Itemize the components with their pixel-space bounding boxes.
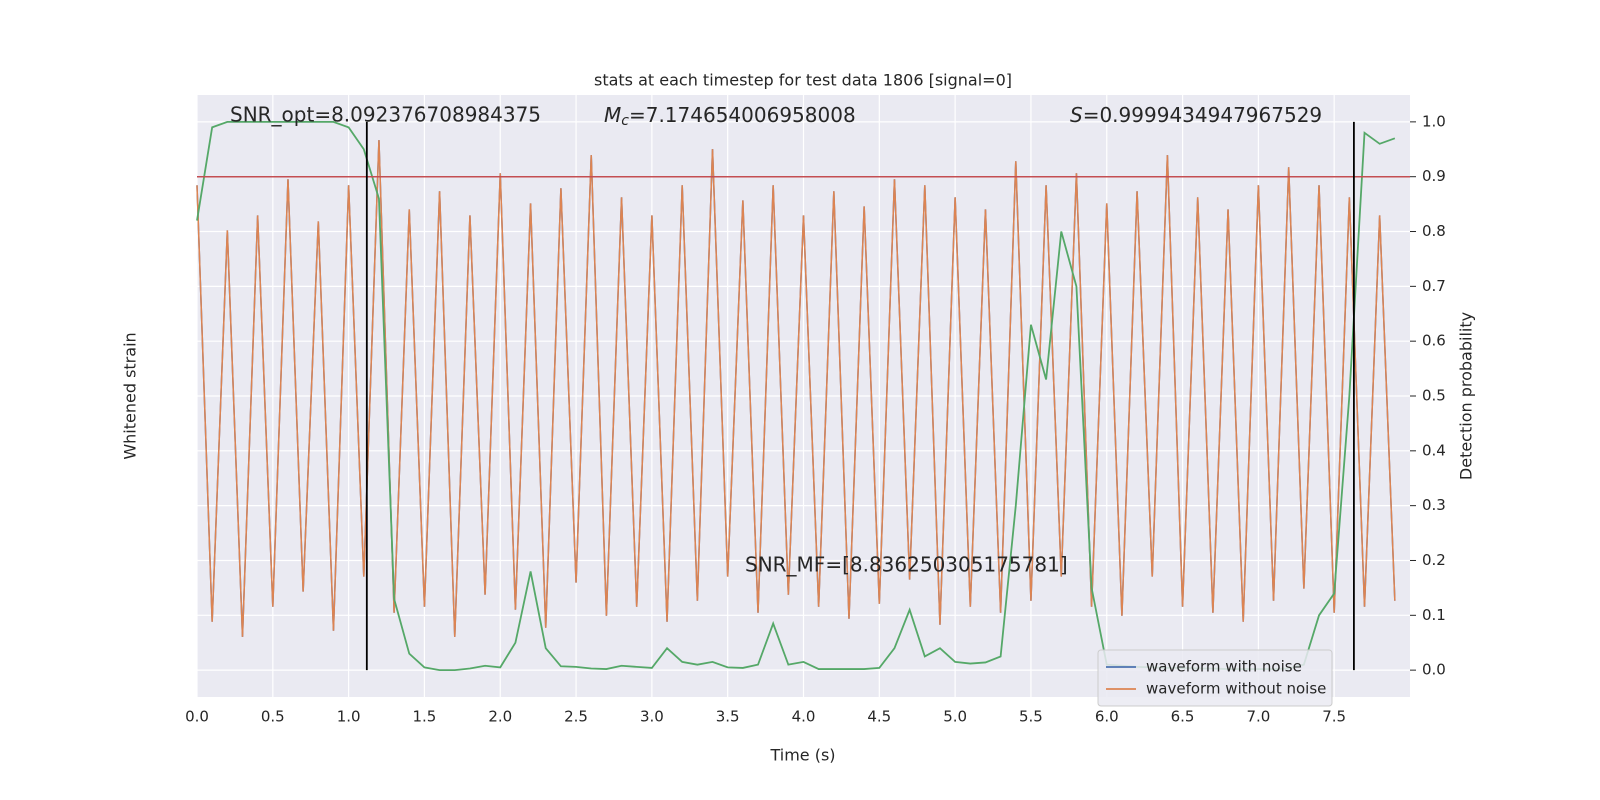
x-tick-label: 5.0 (943, 708, 967, 726)
legend-label: waveform without noise (1146, 680, 1326, 698)
annotation: Mc=7.174654006958008 (604, 103, 856, 130)
y2-tick-label: 0.5 (1422, 387, 1446, 405)
x-tick-label: 1.5 (413, 708, 437, 726)
y2-tick-label: 0.9 (1422, 167, 1446, 185)
legend: waveform with noise waveform without nois… (1097, 649, 1333, 707)
annotation-symbol: M (604, 103, 621, 127)
x-tick-label: 6.0 (1095, 708, 1119, 726)
annotation-value: =7.174654006958008 (629, 103, 856, 127)
annotation: SNR_MF=[8.836250305175781] (745, 553, 1068, 577)
annotation: S=0.9999434947967529 (1070, 103, 1322, 127)
y-axis-label: Whitened strain (121, 332, 140, 459)
x-tick-label: 1.0 (337, 708, 361, 726)
x-tick-label: 3.0 (640, 708, 664, 726)
x-tick-label: 0.5 (261, 708, 285, 726)
x-axis-label: Time (s) (769, 746, 835, 765)
y2-tick-label: 0.2 (1422, 551, 1446, 569)
annotation-subscript: c (621, 113, 629, 129)
x-tick-label: 2.5 (564, 708, 588, 726)
y2-tick-label: 1.0 (1422, 112, 1446, 130)
y2-tick-label: 0.0 (1422, 661, 1446, 679)
x-tick-label: 2.0 (488, 708, 512, 726)
x-tick-label: 0.0 (185, 708, 209, 726)
x-tick-label: 7.0 (1246, 708, 1270, 726)
annotation-symbol: S (1070, 103, 1083, 127)
annotation-value: =0.9999434947967529 (1083, 103, 1322, 127)
x-tick-label: 4.0 (792, 708, 816, 726)
x-tick-label: 6.5 (1171, 708, 1195, 726)
y2-tick-label: 0.4 (1422, 441, 1446, 459)
y2-tick-label: 0.7 (1422, 277, 1446, 295)
x-tick-label: 7.5 (1322, 708, 1346, 726)
y2-axis-label: Detection probability (1457, 312, 1476, 480)
series-line (196, 140, 1396, 637)
y2-tick-label: 0.1 (1422, 606, 1446, 624)
legend-box (1097, 649, 1333, 707)
x-tick-label: 5.5 (1019, 708, 1043, 726)
y2-tick-label: 0.8 (1422, 222, 1446, 240)
y2-tick-label: 0.6 (1422, 332, 1446, 350)
chart-title: stats at each timestep for test data 180… (594, 71, 1012, 90)
annotation: SNR_opt=8.092376708984375 (230, 103, 541, 127)
x-tick-label: 3.5 (716, 708, 740, 726)
x-tick-label: 4.5 (867, 708, 891, 726)
y2-tick-label: 0.3 (1422, 496, 1446, 514)
legend-label: waveform with noise (1146, 658, 1302, 676)
